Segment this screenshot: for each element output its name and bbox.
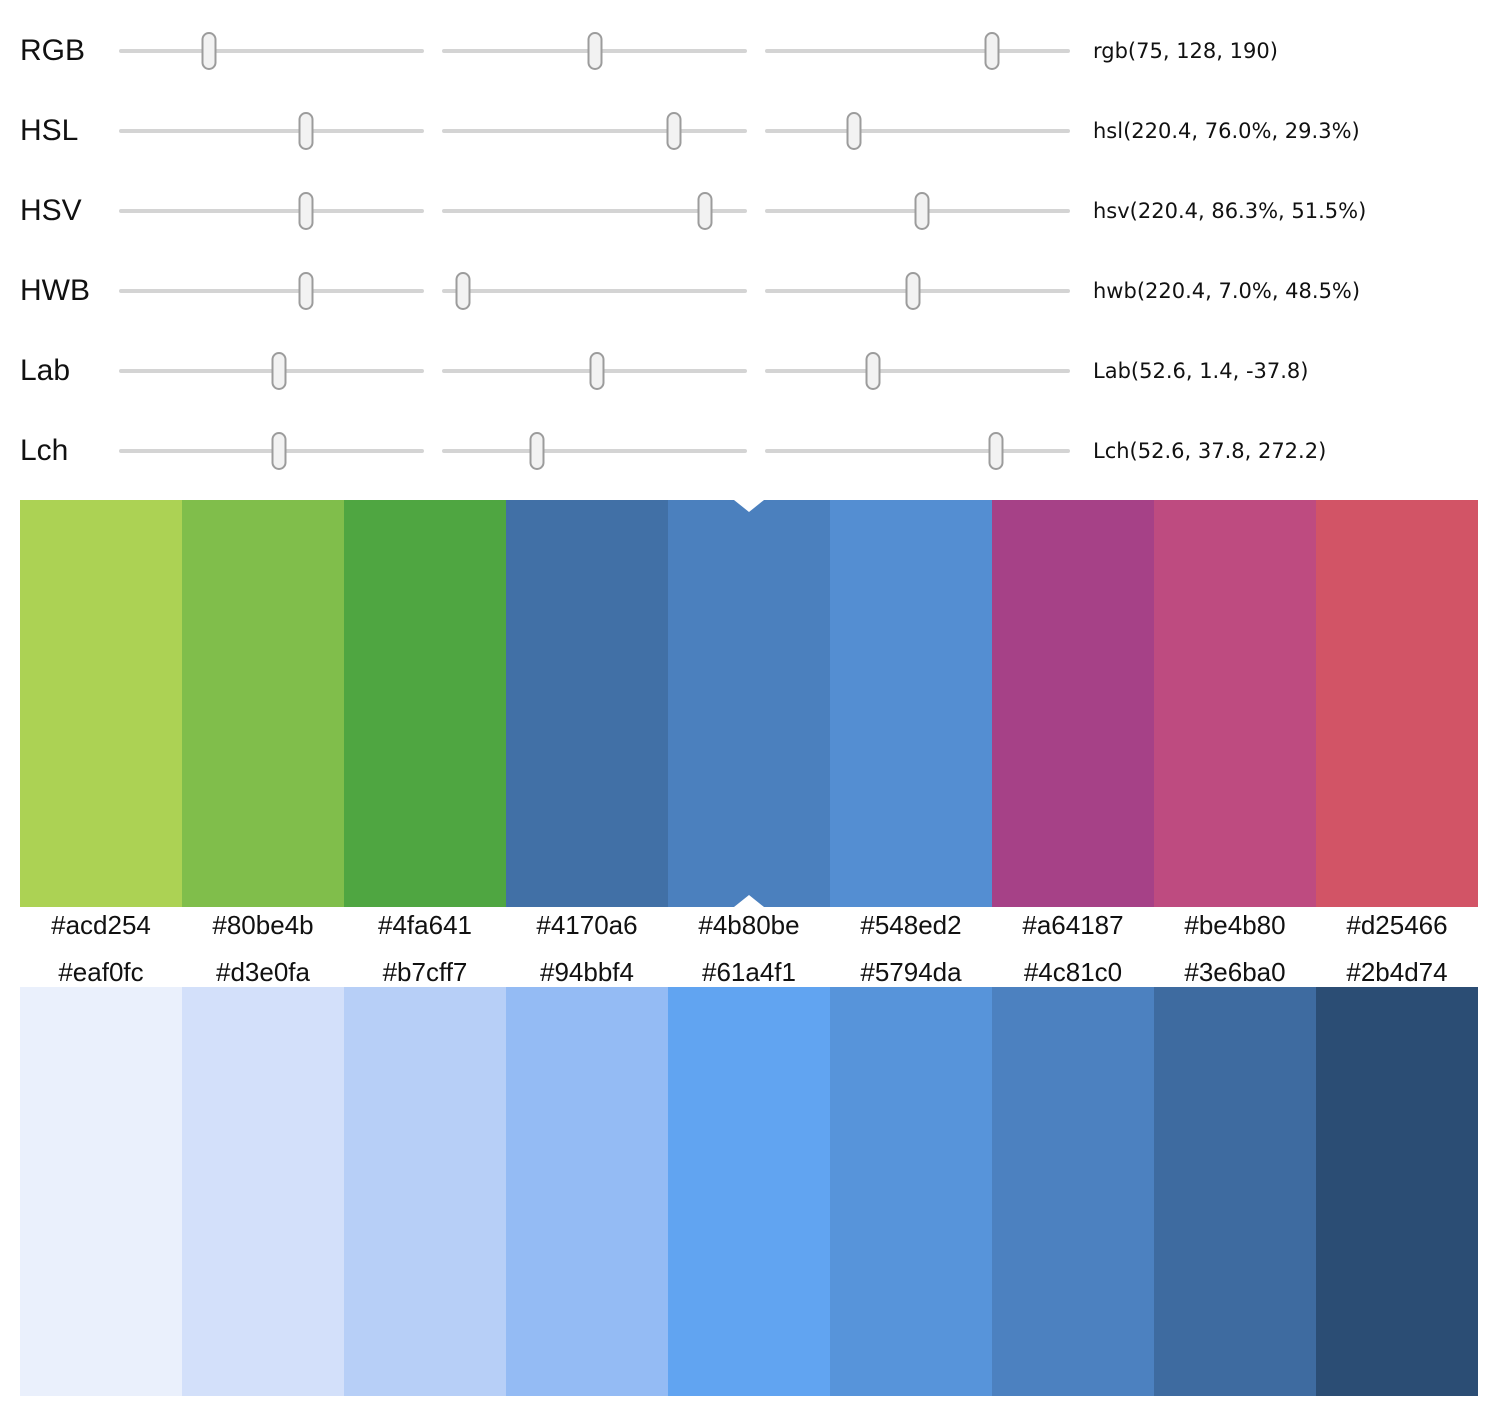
hsl-lightness-slider-track[interactable]	[765, 112, 1070, 150]
palette-swatch[interactable]	[20, 987, 182, 1396]
hwb-blackness-slider-thumb[interactable]	[905, 272, 921, 310]
lab-b-slider-track[interactable]	[765, 352, 1070, 390]
hsv-saturation-slider-thumb[interactable]	[697, 192, 713, 230]
lch-l-slider-thumb[interactable]	[271, 432, 287, 470]
palette-swatch[interactable]	[1316, 987, 1478, 1396]
lch-hue-slider-thumb[interactable]	[988, 432, 1004, 470]
swatch-hex-label: #4170a6	[536, 910, 638, 940]
swatch-hex-label: #be4b80	[1184, 910, 1286, 940]
shades-palette	[20, 987, 1478, 1396]
hsl-saturation-slider-track[interactable]	[442, 112, 747, 150]
hwb-whiteness-slider-track[interactable]	[442, 272, 747, 310]
hsv-value-slider-track[interactable]	[765, 192, 1070, 230]
slider-row-label-hsl: HSL	[20, 114, 79, 147]
lab-l-slider-thumb[interactable]	[271, 352, 287, 390]
rgb-blue-slider-track[interactable]	[765, 32, 1070, 70]
swatch-hex-label: #5794da	[860, 957, 962, 987]
harmony-palette	[20, 500, 1478, 907]
lab-b-slider-thumb[interactable]	[865, 352, 881, 390]
swatch-hex-label: #4b80be	[698, 910, 800, 940]
hsv-hue-slider-thumb[interactable]	[298, 192, 314, 230]
palette-swatch[interactable]	[1154, 500, 1316, 907]
slider-row-rgb: RGB rgb(75, 128, 190)	[0, 11, 1501, 91]
lch-chroma-slider-thumb[interactable]	[529, 432, 545, 470]
palette-swatch[interactable]	[182, 987, 344, 1396]
palette-swatch[interactable]	[1154, 987, 1316, 1396]
hwb-hue-slider-track[interactable]	[119, 272, 424, 310]
selected-swatch-bottom-notch-icon	[734, 895, 764, 907]
palette-swatch[interactable]	[344, 987, 506, 1396]
palette-swatch[interactable]	[344, 500, 506, 907]
hsl-saturation-slider-thumb[interactable]	[666, 112, 682, 150]
swatch-hex-label: #d3e0fa	[216, 957, 310, 987]
hsv-saturation-slider-track[interactable]	[442, 192, 747, 230]
hsv-value-text: hsv(220.4, 86.3%, 51.5%)	[1093, 199, 1367, 223]
slider-section: RGB rgb(75, 128, 190) HSL hsl(220.4, 76.…	[0, 11, 1501, 491]
hsl-lightness-slider-thumb[interactable]	[846, 112, 862, 150]
slider-row-label-rgb: RGB	[20, 34, 86, 67]
palette-swatch[interactable]	[20, 500, 182, 907]
palette-swatch[interactable]	[182, 500, 344, 907]
palette-swatch[interactable]	[992, 500, 1154, 907]
palette-swatch[interactable]	[992, 987, 1154, 1396]
rgb-green-slider-track[interactable]	[442, 32, 747, 70]
hsl-hue-slider-track[interactable]	[119, 112, 424, 150]
palette-swatch[interactable]	[668, 987, 830, 1396]
swatch-hex-label: #3e6ba0	[1184, 957, 1286, 987]
swatch-hex-label: #80be4b	[212, 910, 314, 940]
swatch-hex-label: #94bbf4	[540, 957, 634, 987]
slider-row-lch: Lch Lch(52.6, 37.8, 272.2)	[0, 411, 1501, 491]
swatch-hex-label: #eaf0fc	[58, 957, 144, 987]
lch-value-text: Lch(52.6, 37.8, 272.2)	[1093, 439, 1327, 463]
lab-value-text: Lab(52.6, 1.4, -37.8)	[1093, 359, 1309, 383]
hwb-value-text: hwb(220.4, 7.0%, 48.5%)	[1093, 279, 1361, 303]
rgb-red-slider-thumb[interactable]	[201, 32, 217, 70]
swatch-hex-label: #2b4d74	[1346, 957, 1448, 987]
swatch-hex-label: #61a4f1	[702, 957, 796, 987]
slider-row-lab: Lab Lab(52.6, 1.4, -37.8)	[0, 331, 1501, 411]
slider-row-label-hwb: HWB	[20, 274, 90, 307]
hsl-hue-slider-thumb[interactable]	[298, 112, 314, 150]
swatch-hex-label: #acd254	[51, 910, 151, 940]
selected-swatch-top-notch-icon	[734, 500, 764, 512]
rgb-red-slider-track[interactable]	[119, 32, 424, 70]
hwb-hue-slider-thumb[interactable]	[298, 272, 314, 310]
palette-swatch[interactable]	[1316, 500, 1478, 907]
lab-l-slider-track[interactable]	[119, 352, 424, 390]
harmony-hex-labels: #acd254 #80be4b #4fa641 #4170a6 #4b80be …	[20, 907, 1478, 943]
palette-swatch[interactable]	[506, 987, 668, 1396]
slider-row-hwb: HWB hwb(220.4, 7.0%, 48.5%)	[0, 251, 1501, 331]
rgb-value-text: rgb(75, 128, 190)	[1093, 39, 1278, 63]
swatch-hex-label: #4fa641	[378, 910, 472, 940]
swatch-hex-label: #4c81c0	[1023, 957, 1123, 987]
lch-chroma-slider-track[interactable]	[442, 432, 747, 470]
slider-row-label-lab: Lab	[20, 354, 71, 387]
palette-swatch[interactable]	[830, 500, 992, 907]
slider-row-label-lch: Lch	[20, 434, 69, 467]
lch-l-slider-track[interactable]	[119, 432, 424, 470]
hsv-value-slider-thumb[interactable]	[914, 192, 930, 230]
swatch-hex-label: #b7cff7	[382, 957, 468, 987]
hwb-whiteness-slider-thumb[interactable]	[455, 272, 471, 310]
rgb-blue-slider-thumb[interactable]	[984, 32, 1000, 70]
lab-a-slider-thumb[interactable]	[589, 352, 605, 390]
swatch-hex-label: #a64187	[1022, 910, 1124, 940]
slider-row-label-hsv: HSV	[20, 194, 82, 227]
swatch-hex-label: #d25466	[1346, 910, 1448, 940]
lab-a-slider-track[interactable]	[442, 352, 747, 390]
hwb-blackness-slider-track[interactable]	[765, 272, 1070, 310]
rgb-green-slider-thumb[interactable]	[587, 32, 603, 70]
palette-swatch-selected[interactable]	[668, 500, 830, 907]
swatch-hex-label: #548ed2	[860, 910, 962, 940]
palette-swatch[interactable]	[506, 500, 668, 907]
shades-hex-labels: #eaf0fc #d3e0fa #b7cff7 #94bbf4 #61a4f1 …	[20, 954, 1478, 990]
hsl-value-text: hsl(220.4, 76.0%, 29.3%)	[1093, 119, 1360, 143]
slider-row-hsl: HSL hsl(220.4, 76.0%, 29.3%)	[0, 91, 1501, 171]
lch-hue-slider-track[interactable]	[765, 432, 1070, 470]
hsv-hue-slider-track[interactable]	[119, 192, 424, 230]
slider-row-hsv: HSV hsv(220.4, 86.3%, 51.5%)	[0, 171, 1501, 251]
palette-swatch[interactable]	[830, 987, 992, 1396]
